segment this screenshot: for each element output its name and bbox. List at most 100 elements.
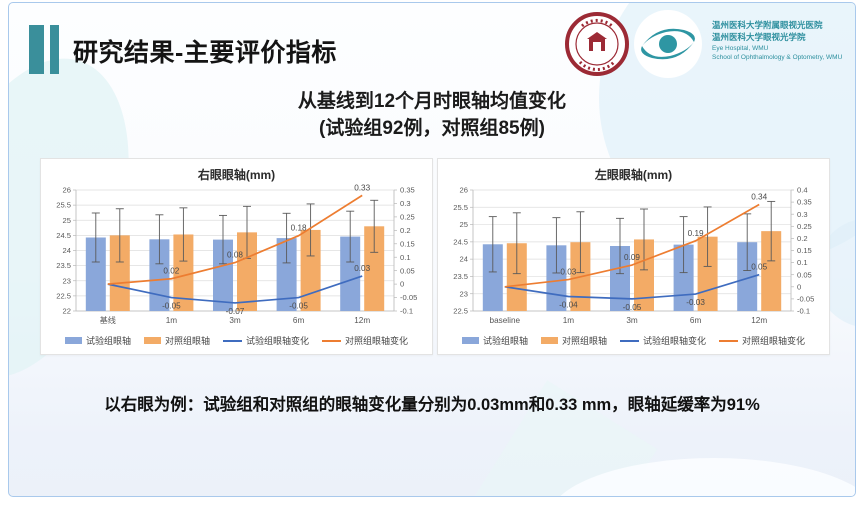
right-eye-chart: 22 22.5 23 23.5 24 24.5 25 25.5 26 -0.1 -0.05 0 0.05… — [41, 183, 432, 333]
slide: 研究结果-主要评价指标 温州医科大学附属眼视光医院 温州医科大学眼视光学院 Ey… — [8, 2, 856, 497]
svg-text:6m: 6m — [293, 316, 305, 325]
legend-item: 试验组眼轴 — [461, 334, 528, 347]
left-eye-chart-panel: 左眼眼轴(mm) 22.5 23 23.5 24 24.5 25 25.5 26 -0.1 -0.… — [437, 158, 830, 355]
svg-text:0: 0 — [400, 280, 404, 289]
svg-text:0.19: 0.19 — [688, 229, 704, 238]
svg-text:1m: 1m — [166, 316, 178, 325]
svg-text:0.1: 0.1 — [400, 253, 411, 262]
legend-item: 对照组眼轴 — [540, 334, 607, 347]
svg-text:0.25: 0.25 — [797, 222, 812, 231]
background-wave-decoration — [549, 458, 855, 496]
page-title: 研究结果-主要评价指标 — [73, 39, 337, 67]
svg-text:25.5: 25.5 — [56, 201, 71, 210]
left-eye-chart-legend: 试验组眼轴 对照组眼轴 试验组眼轴变化 对照组眼轴变化 — [438, 334, 829, 347]
svg-text:-0.03: -0.03 — [686, 298, 705, 307]
svg-text:baseline: baseline — [490, 316, 521, 325]
bar-swatch-icon — [461, 337, 479, 344]
svg-text:25.5: 25.5 — [453, 203, 468, 212]
svg-text:26: 26 — [63, 186, 71, 195]
left-eye-chart: 22.5 23 23.5 24 24.5 25 25.5 26 -0.1 -0.05 0 0.05 0.… — [438, 183, 829, 333]
svg-text:23.5: 23.5 — [56, 261, 71, 270]
svg-text:24: 24 — [63, 246, 71, 255]
svg-text:23: 23 — [460, 289, 468, 298]
svg-text:0.18: 0.18 — [291, 224, 307, 233]
svg-text:0.35: 0.35 — [400, 186, 415, 195]
legend-item: 对照组眼轴变化 — [322, 334, 408, 347]
svg-text:22.5: 22.5 — [56, 291, 71, 300]
org-name-cn-2: 温州医科大学眼视光学院 — [712, 32, 806, 43]
svg-text:0.15: 0.15 — [797, 246, 812, 255]
svg-text:0.4: 0.4 — [797, 186, 808, 195]
slide-subtitle: 从基线到12个月时眼轴均值变化 (试验组92例，对照组85例) — [9, 89, 855, 142]
title-accent-bar — [50, 25, 59, 74]
bar-swatch-icon — [64, 337, 82, 344]
svg-text:0.03: 0.03 — [354, 264, 370, 273]
svg-text:0.34: 0.34 — [751, 193, 767, 202]
right-eye-chart-title: 右眼眼轴(mm) — [197, 168, 276, 182]
svg-text:-0.1: -0.1 — [797, 307, 810, 316]
legend-item: 对照组眼轴 — [143, 334, 210, 347]
svg-text:22: 22 — [63, 307, 71, 316]
svg-text:0.08: 0.08 — [227, 251, 243, 260]
legend-item: 试验组眼轴 — [64, 334, 131, 347]
svg-text:0.3: 0.3 — [797, 210, 808, 219]
svg-text:0.2: 0.2 — [797, 234, 808, 243]
svg-text:24.5: 24.5 — [453, 237, 468, 246]
university-seal-icon — [565, 12, 629, 76]
organization-name-block: 温州医科大学附属眼视光医院 温州医科大学眼视光学院 Eye Hospital, … — [712, 19, 855, 62]
svg-text:0.25: 0.25 — [400, 212, 415, 221]
svg-text:3m: 3m — [626, 316, 638, 325]
svg-text:0.1: 0.1 — [797, 258, 808, 267]
right-eye-chart-legend: 试验组眼轴 对照组眼轴 试验组眼轴变化 对照组眼轴变化 — [41, 334, 432, 347]
org-name-en-2: School of Ophthalmology & Optometry, WMU — [712, 54, 843, 62]
eye-hospital-logo-icon — [634, 10, 702, 78]
line-swatch-icon — [620, 339, 639, 342]
line-swatch-icon — [719, 339, 739, 342]
svg-text:0.02: 0.02 — [163, 267, 179, 276]
svg-text:12m: 12m — [751, 316, 767, 325]
svg-text:0.05: 0.05 — [751, 263, 767, 272]
svg-text:26: 26 — [460, 186, 468, 195]
svg-text:0.05: 0.05 — [797, 270, 812, 279]
svg-text:23.5: 23.5 — [453, 272, 468, 281]
subtitle-line-2: (试验组92例，对照组85例) — [319, 117, 545, 139]
line-swatch-icon — [322, 339, 342, 342]
svg-text:基线: 基线 — [100, 315, 116, 325]
title-accent-bar — [29, 25, 44, 74]
svg-text:0.09: 0.09 — [624, 253, 640, 262]
legend-item: 试验组眼轴变化 — [620, 334, 706, 347]
bar-swatch-icon — [143, 337, 161, 344]
svg-text:0.3: 0.3 — [400, 199, 411, 208]
svg-text:12m: 12m — [354, 316, 370, 325]
legend-item: 对照组眼轴变化 — [719, 334, 805, 347]
svg-text:24.5: 24.5 — [56, 231, 71, 240]
svg-text:6m: 6m — [690, 316, 702, 325]
org-name-en-1: Eye Hospital, WMU — [712, 44, 769, 52]
svg-text:0.35: 0.35 — [797, 198, 812, 207]
right-eye-chart-panel: 右眼眼轴(mm) 22 22.5 23 23.5 24 24.5 25 25.5 26 -0.1 -… — [40, 158, 433, 355]
subtitle-line-1: 从基线到12个月时眼轴均值变化 — [297, 91, 567, 112]
svg-text:-0.05: -0.05 — [623, 303, 642, 312]
svg-text:-0.05: -0.05 — [162, 302, 181, 311]
svg-text:24: 24 — [460, 255, 468, 264]
bar-swatch-icon — [540, 337, 558, 344]
svg-text:0.2: 0.2 — [400, 226, 411, 235]
legend-item: 试验组眼轴变化 — [223, 334, 309, 347]
svg-text:0.03: 0.03 — [560, 268, 576, 277]
conclusion-text: 以右眼为例：试验组和对照组的眼轴变化量分别为0.03mm和0.33 mm，眼轴延… — [104, 396, 760, 414]
svg-text:22.5: 22.5 — [453, 307, 468, 316]
svg-text:1m: 1m — [563, 316, 575, 325]
svg-text:23: 23 — [63, 276, 71, 285]
line-swatch-icon — [223, 339, 242, 342]
svg-text:25: 25 — [63, 216, 71, 225]
svg-text:0: 0 — [797, 282, 801, 291]
svg-text:0.15: 0.15 — [400, 239, 415, 248]
svg-text:-0.04: -0.04 — [559, 300, 578, 309]
org-name-cn-1: 温州医科大学附属眼视光医院 — [712, 20, 823, 30]
svg-text:-0.05: -0.05 — [400, 293, 417, 302]
svg-text:0.05: 0.05 — [400, 266, 415, 275]
svg-text:-0.1: -0.1 — [400, 307, 413, 316]
svg-text:-0.07: -0.07 — [226, 307, 245, 316]
svg-text:0.33: 0.33 — [354, 183, 370, 192]
svg-text:3m: 3m — [229, 316, 241, 325]
